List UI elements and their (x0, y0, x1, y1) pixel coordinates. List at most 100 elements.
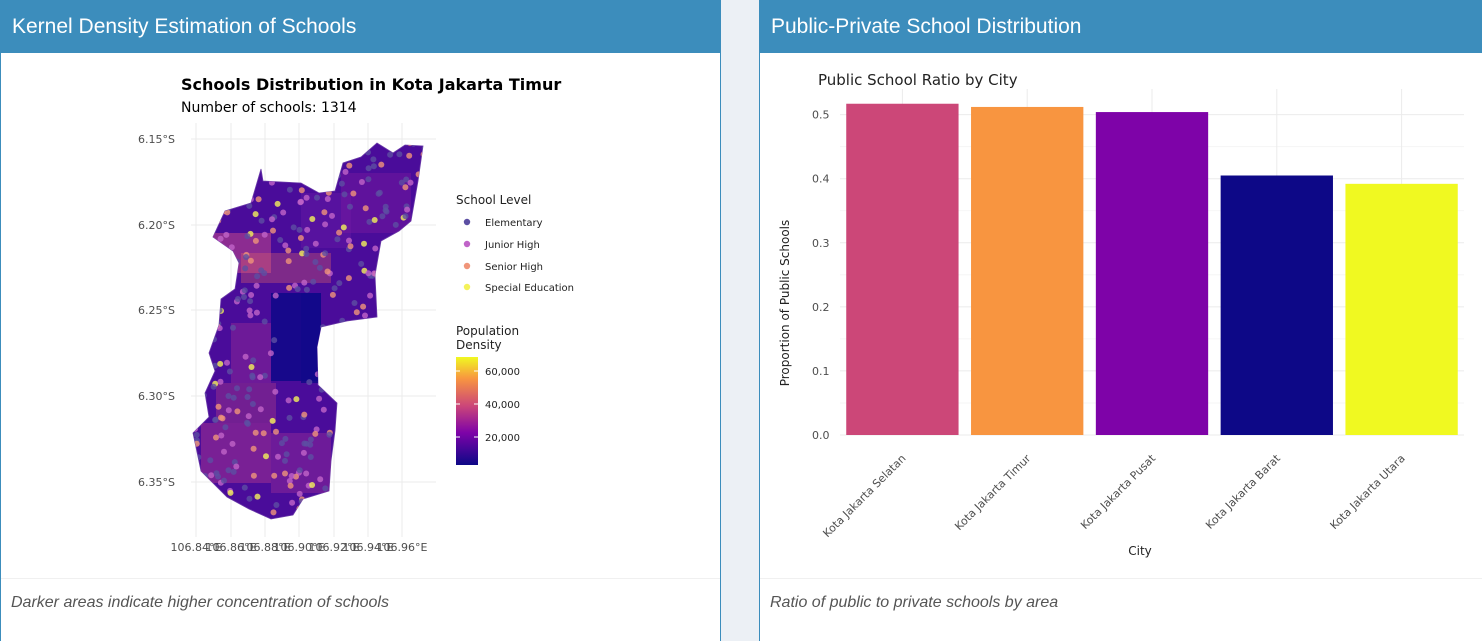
school-point (257, 374, 264, 381)
school-level-legend-title: School Level (456, 193, 531, 207)
bar-chart-x-tick-label: Kota Jakarta Selatan (820, 452, 908, 540)
school-point (352, 357, 359, 364)
school-point (247, 257, 254, 264)
school-point (369, 433, 376, 440)
school-point (254, 493, 261, 500)
school-point (252, 143, 259, 147)
school-point (342, 331, 349, 338)
school-point (242, 265, 249, 272)
school-point (349, 377, 356, 384)
school-point (298, 198, 304, 205)
school-point (218, 287, 225, 294)
school-point (215, 253, 222, 260)
school-point (301, 411, 308, 418)
school-point (253, 309, 260, 316)
school-point (244, 394, 251, 400)
school-point (294, 174, 301, 181)
school-point (263, 453, 269, 460)
school-point (269, 216, 275, 223)
school-point (345, 275, 352, 282)
school-point (419, 389, 423, 395)
school-point (400, 339, 407, 346)
school-point (402, 213, 409, 220)
legend-key-senior-high (463, 262, 471, 270)
school-point (414, 441, 421, 448)
school-point (348, 407, 355, 414)
school-point (224, 276, 231, 283)
school-point (417, 278, 423, 285)
school-point (308, 513, 315, 519)
bar-chart-x-tick-label: Kota Jakarta Utara (1328, 452, 1408, 532)
bar (1095, 112, 1209, 436)
school-point (344, 406, 351, 413)
school-point (223, 195, 230, 202)
school-point (254, 273, 261, 280)
school-point (196, 303, 203, 309)
school-point (406, 152, 413, 159)
school-point (326, 431, 333, 438)
school-point (404, 206, 411, 213)
school-point (225, 393, 232, 399)
school-point (370, 507, 377, 514)
school-point (282, 470, 288, 477)
school-point (368, 425, 375, 432)
school-point (246, 159, 253, 166)
school-point (347, 203, 353, 210)
school-point (395, 498, 402, 505)
school-point (244, 233, 251, 240)
school-point (396, 270, 403, 277)
bar (846, 103, 959, 436)
school-point (316, 395, 323, 402)
school-point (334, 236, 341, 243)
school-point (261, 231, 268, 238)
bar-chart-x-tick-label: Kota Jakarta Pusat (1078, 451, 1158, 531)
school-point (364, 455, 370, 462)
school-point (270, 227, 276, 234)
school-point (214, 146, 221, 152)
bar-chart-x-tick-label: Kota Jakarta Barat (1203, 451, 1283, 531)
bar-chart-y-tick-label: 0.4 (812, 173, 830, 186)
school-point (246, 307, 253, 314)
bar (1220, 175, 1333, 435)
school-point (248, 292, 255, 298)
school-point (247, 196, 254, 203)
school-point (373, 409, 379, 416)
school-point (324, 268, 331, 275)
school-point (362, 420, 369, 427)
school-point (325, 189, 332, 196)
school-point (296, 226, 303, 233)
school-point (414, 490, 421, 497)
bar-chart-y-tick-label: 0.1 (812, 365, 830, 378)
school-point (301, 279, 308, 286)
school-point (343, 439, 350, 446)
density-tick-label: 60,000 (485, 367, 520, 378)
school-point (292, 173, 299, 180)
school-point (414, 463, 421, 469)
school-point (221, 448, 227, 455)
school-point (415, 171, 422, 178)
school-point (301, 143, 308, 150)
legend-key-elementary (463, 218, 471, 226)
school-point (372, 245, 379, 252)
school-point (368, 380, 375, 387)
school-point (343, 325, 350, 332)
legend-label-special-education: Special Education (485, 283, 574, 294)
school-point (210, 383, 217, 390)
school-point (318, 386, 325, 393)
school-point (218, 414, 224, 421)
school-point (386, 445, 393, 452)
public-private-panel-footer: Ratio of public to private schools by ar… (760, 578, 1482, 641)
school-point (275, 453, 281, 460)
school-point (246, 386, 253, 393)
school-point (271, 337, 278, 344)
school-point (337, 387, 344, 394)
school-point (340, 224, 347, 231)
map-x-tick: 106.84°E (171, 541, 222, 554)
school-point (326, 175, 333, 182)
public-private-panel: Public-Private School Distribution Publi… (759, 0, 1482, 641)
school-point (224, 209, 231, 216)
bar-chart-y-tick-label: 0.3 (812, 237, 830, 250)
school-point (404, 345, 411, 352)
school-point (289, 499, 296, 506)
school-point (195, 197, 202, 204)
